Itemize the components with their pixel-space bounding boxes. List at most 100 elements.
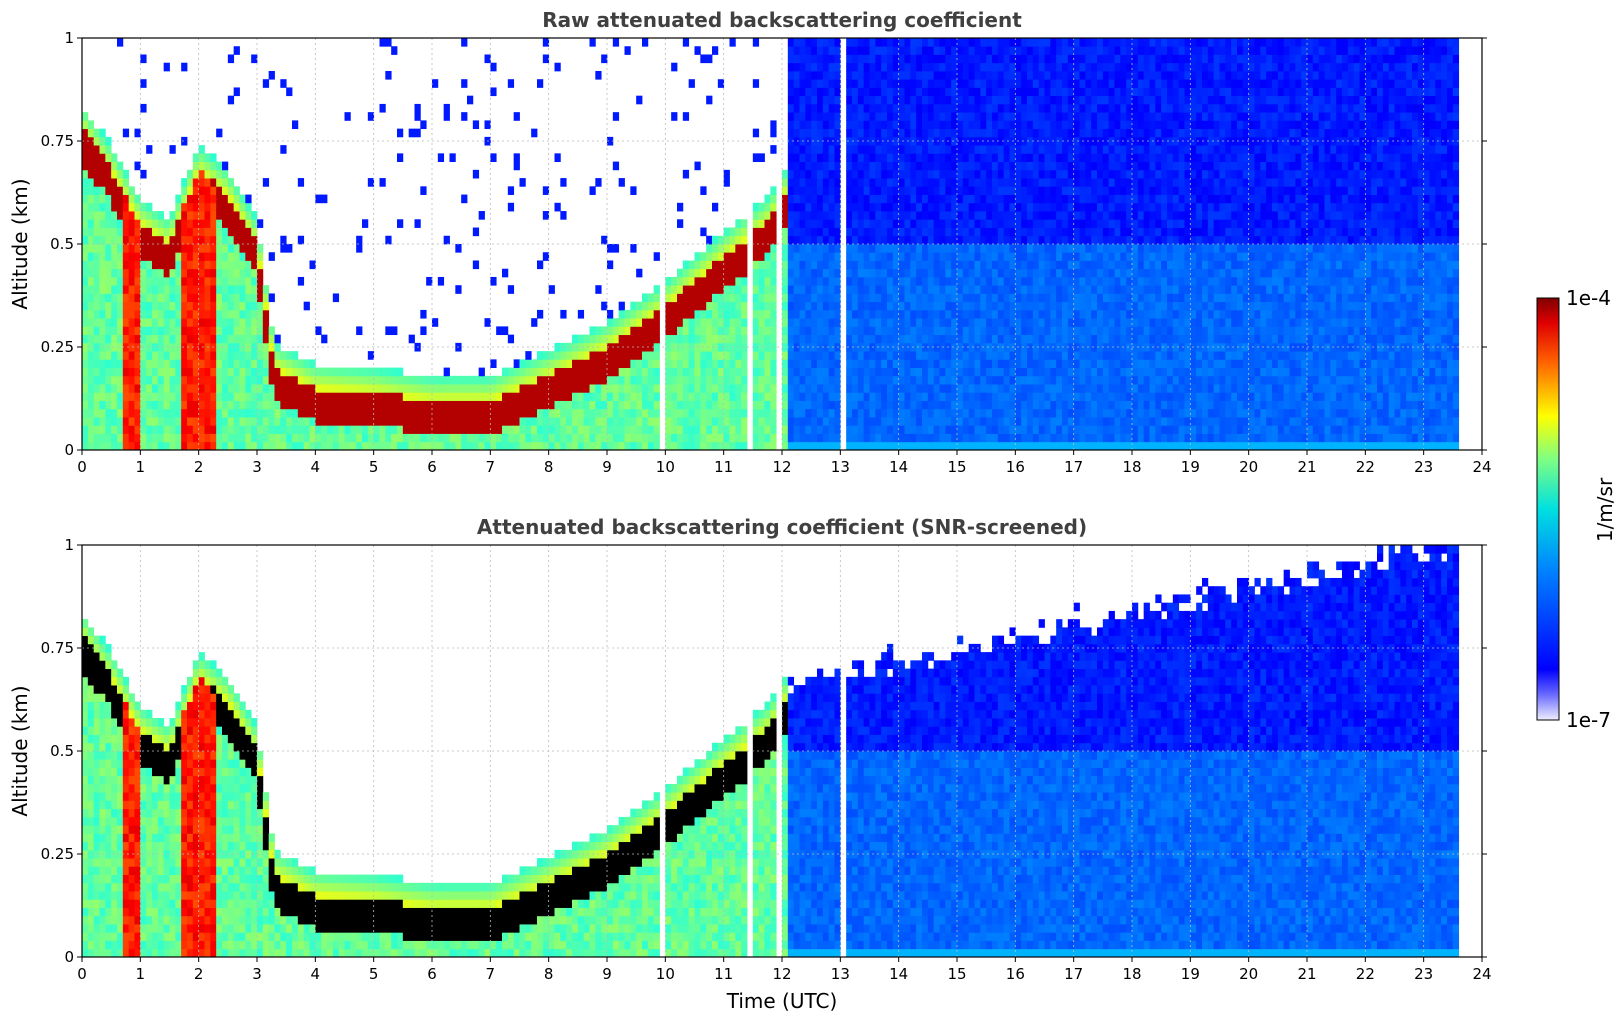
heatmap-cell <box>963 129 969 138</box>
heatmap-cell <box>426 417 432 426</box>
heatmap-cell <box>875 293 881 302</box>
heatmap-cell <box>782 219 788 228</box>
heatmap-cell <box>205 269 211 278</box>
heatmap-cell <box>1039 63 1045 72</box>
heatmap-cell <box>753 203 759 212</box>
heatmap-cell <box>683 293 689 302</box>
heatmap-cell <box>630 326 636 335</box>
heatmap-cell <box>934 326 940 335</box>
heatmap-cell <box>934 195 940 204</box>
heatmap-cell <box>88 425 94 434</box>
heatmap-cell <box>1056 425 1062 434</box>
heatmap-cell <box>1010 219 1016 228</box>
heatmap-cell <box>1062 145 1068 154</box>
heatmap-cell <box>1039 186 1045 195</box>
heatmap-cell <box>584 351 590 360</box>
heatmap-cell <box>257 277 263 286</box>
heatmap-cell <box>560 401 566 410</box>
heatmap-cell <box>1015 384 1021 393</box>
heatmap-cell <box>193 318 199 327</box>
heatmap-cell <box>88 293 94 302</box>
heatmap-cell <box>514 376 520 385</box>
heatmap-cell <box>117 285 123 294</box>
heatmap-cell <box>572 368 578 377</box>
heatmap-cell <box>1062 104 1068 113</box>
heatmap-cell <box>671 335 677 344</box>
heatmap-cell <box>823 195 829 204</box>
heatmap-cell <box>899 112 905 121</box>
heatmap-cell <box>607 417 613 426</box>
heatmap-cell <box>1033 112 1039 121</box>
heatmap-cell <box>181 401 187 410</box>
heatmap-cell <box>234 376 240 385</box>
heatmap-cell <box>823 392 829 401</box>
heatmap-cell <box>1027 409 1033 418</box>
heatmap-cell <box>461 392 467 401</box>
heatmap-cell <box>980 195 986 204</box>
heatmap-cell <box>928 252 934 261</box>
heatmap-cell <box>461 409 467 418</box>
heatmap-cell <box>846 120 852 129</box>
heatmap-cell <box>1004 417 1010 426</box>
heatmap-cell <box>210 326 216 335</box>
heatmap-cell <box>625 318 631 327</box>
heatmap-cell <box>951 384 957 393</box>
heatmap-cell <box>706 326 712 335</box>
heatmap-cell <box>788 260 794 269</box>
heatmap-cell <box>1068 335 1074 344</box>
heatmap-cell <box>129 195 135 204</box>
heatmap-cell <box>82 335 88 344</box>
heatmap-cell <box>654 302 660 311</box>
heatmap-cell <box>1068 79 1074 88</box>
heatmap-cell <box>817 63 823 72</box>
heatmap-cell <box>689 376 695 385</box>
heatmap-cell <box>385 326 391 335</box>
heatmap-cell <box>1004 195 1010 204</box>
heatmap-cell <box>1045 401 1051 410</box>
heatmap-cell <box>823 54 829 63</box>
heatmap-cell <box>951 417 957 426</box>
heatmap-cell <box>240 211 246 220</box>
heatmap-cell <box>951 71 957 80</box>
heatmap-cell <box>100 129 106 138</box>
heatmap-cell <box>805 425 811 434</box>
heatmap-cell <box>438 401 444 410</box>
heatmap-cell <box>508 434 514 443</box>
heatmap-cell <box>245 252 251 261</box>
heatmap-cell <box>578 310 584 319</box>
heatmap-cell <box>969 392 975 401</box>
heatmap-cell <box>788 120 794 129</box>
heatmap-cell <box>292 368 298 377</box>
heatmap-cell <box>980 244 986 253</box>
heatmap-cell <box>82 442 88 451</box>
heatmap-cell <box>1015 54 1021 63</box>
heatmap-cell <box>741 302 747 311</box>
heatmap-cell <box>613 425 619 434</box>
heatmap-cell <box>298 384 304 393</box>
heatmap-cell <box>969 87 975 96</box>
heatmap-cell <box>216 368 222 377</box>
heatmap-cell <box>193 211 199 220</box>
heatmap-cell <box>934 186 940 195</box>
heatmap-cell <box>1045 359 1051 368</box>
heatmap-cell <box>117 170 123 179</box>
heatmap-cell <box>158 285 164 294</box>
heatmap-cell <box>240 310 246 319</box>
heatmap-cell <box>117 203 123 212</box>
heatmap-cell <box>846 219 852 228</box>
heatmap-cell <box>765 442 771 451</box>
heatmap-cell <box>590 38 596 47</box>
heatmap-cell <box>957 170 963 179</box>
heatmap-cell <box>403 442 409 451</box>
heatmap-cell <box>677 384 683 393</box>
heatmap-cell <box>975 277 981 286</box>
heatmap-cell <box>992 252 998 261</box>
heatmap-cell <box>164 368 170 377</box>
heatmap-cell <box>829 244 835 253</box>
heatmap-cell <box>893 401 899 410</box>
heatmap-cell <box>1010 129 1016 138</box>
heatmap-cell <box>1010 236 1016 245</box>
heatmap-cell <box>82 260 88 269</box>
heatmap-cell <box>1027 79 1033 88</box>
heatmap-cell <box>82 302 88 311</box>
